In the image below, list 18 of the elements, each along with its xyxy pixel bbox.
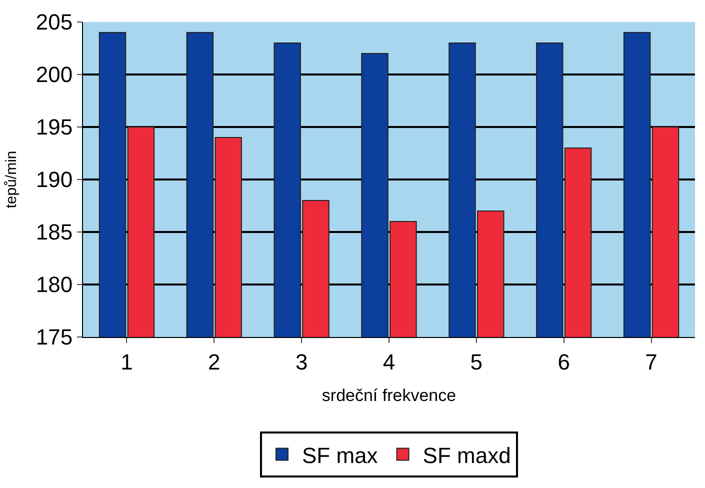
x-tick-label: 4 bbox=[382, 349, 396, 374]
x-tick-label: 1 bbox=[120, 349, 133, 374]
y-tick-label: 205 bbox=[36, 10, 73, 35]
y-axis-title: tepů/min bbox=[3, 150, 20, 208]
x-axis-title: srdeční frekvence bbox=[322, 386, 456, 405]
y-tick-label: 190 bbox=[36, 167, 73, 192]
legend-label: SF max bbox=[302, 442, 378, 468]
x-tick-label: 5 bbox=[470, 349, 483, 374]
y-tick-label: 175 bbox=[36, 324, 73, 350]
x-tick-label: 3 bbox=[295, 349, 308, 374]
y-tick-label: 180 bbox=[36, 272, 73, 298]
x-tick-label: 6 bbox=[558, 349, 570, 374]
x-tick-label: 2 bbox=[208, 349, 220, 374]
y-tick-label: 200 bbox=[36, 62, 73, 88]
x-tick-label: 7 bbox=[645, 349, 658, 374]
legend-label: SF maxd bbox=[422, 442, 511, 468]
y-tick-label: 195 bbox=[36, 114, 73, 140]
y-tick-label: 185 bbox=[36, 220, 73, 245]
